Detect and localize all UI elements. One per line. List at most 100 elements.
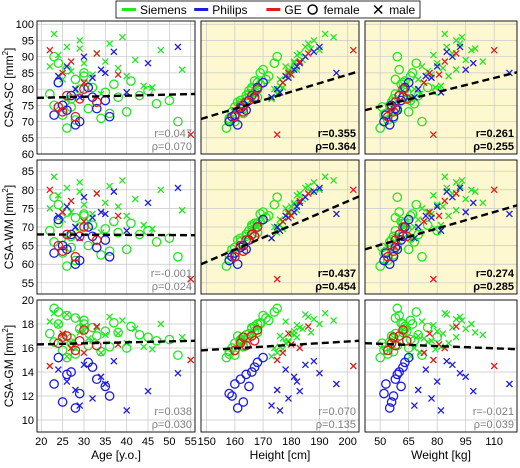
point-female bbox=[244, 381, 254, 392]
point-male bbox=[273, 386, 281, 394]
point-female bbox=[151, 98, 162, 109]
point-male bbox=[452, 333, 460, 341]
point-female bbox=[79, 325, 89, 335]
point-male bbox=[330, 316, 338, 324]
data-points bbox=[365, 173, 517, 283]
point-male bbox=[448, 324, 456, 332]
point-male bbox=[63, 43, 71, 51]
y-tick-label: 60 bbox=[22, 149, 34, 161]
point-male bbox=[469, 387, 477, 395]
point-female bbox=[384, 403, 395, 413]
x-axis-label: Weight [kg] bbox=[411, 448, 471, 462]
point-female bbox=[70, 212, 81, 223]
point-male bbox=[123, 227, 131, 235]
point-male bbox=[50, 30, 58, 38]
point-male bbox=[140, 221, 148, 229]
point-female bbox=[62, 310, 72, 321]
point-male bbox=[97, 66, 105, 74]
point-female bbox=[227, 111, 237, 122]
point-female bbox=[126, 218, 136, 229]
point-male bbox=[46, 204, 54, 212]
point-male bbox=[268, 352, 275, 360]
legend-circle-icon bbox=[307, 4, 318, 15]
point-female bbox=[57, 345, 68, 356]
point-male bbox=[67, 208, 75, 216]
y-tick-label: 85 bbox=[22, 68, 34, 80]
point-male bbox=[80, 201, 88, 209]
point-male bbox=[310, 357, 318, 365]
point-male bbox=[71, 223, 79, 231]
legend-label: male bbox=[389, 3, 415, 17]
point-female bbox=[392, 192, 403, 203]
point-male bbox=[80, 349, 88, 357]
point-female bbox=[62, 105, 72, 116]
point-female bbox=[411, 307, 422, 317]
point-female bbox=[272, 192, 283, 203]
point-male bbox=[420, 217, 428, 225]
x-tick-label: 180 bbox=[282, 436, 300, 448]
y-tick-label: 80 bbox=[22, 84, 34, 96]
point-female bbox=[70, 349, 81, 359]
point-female bbox=[109, 79, 119, 90]
x-tick-label: 170 bbox=[254, 436, 272, 448]
point-male bbox=[270, 85, 278, 93]
point-female bbox=[134, 329, 145, 340]
point-male bbox=[67, 58, 75, 66]
point-female bbox=[241, 340, 251, 351]
point-female bbox=[74, 335, 85, 346]
point-male bbox=[456, 184, 464, 192]
point-female bbox=[91, 374, 102, 385]
point-male bbox=[431, 84, 439, 91]
point-male bbox=[332, 210, 340, 218]
point-female bbox=[224, 388, 235, 399]
point-male bbox=[118, 177, 126, 184]
point-female bbox=[398, 84, 408, 94]
point-male bbox=[46, 318, 54, 326]
point-male bbox=[462, 208, 470, 216]
point-male bbox=[452, 190, 460, 197]
point-male bbox=[441, 58, 449, 66]
y-axis-label-sup: 2 bbox=[1, 50, 10, 55]
point-male bbox=[76, 178, 84, 186]
point-male bbox=[140, 343, 148, 351]
point-female bbox=[79, 68, 89, 78]
point-male bbox=[54, 366, 62, 374]
y-tick-label: 16 bbox=[22, 343, 34, 355]
point-male bbox=[59, 69, 67, 77]
point-male bbox=[479, 199, 487, 207]
point-female bbox=[57, 397, 68, 407]
point-male bbox=[268, 234, 275, 242]
point-male bbox=[63, 310, 71, 318]
y-tick-label: 100 bbox=[16, 19, 34, 31]
point-male bbox=[418, 318, 426, 326]
point-female bbox=[49, 192, 59, 203]
point-female bbox=[70, 111, 81, 122]
data-points bbox=[201, 303, 359, 414]
y-tick-label: 60 bbox=[22, 259, 34, 271]
point-male bbox=[76, 37, 84, 44]
point-female bbox=[62, 244, 72, 255]
point-male bbox=[140, 82, 148, 90]
point-female bbox=[390, 313, 401, 323]
point-female bbox=[49, 110, 59, 120]
point-male bbox=[123, 72, 131, 80]
point-male bbox=[471, 45, 479, 53]
x-tick-label: 65 bbox=[403, 436, 415, 448]
point-female bbox=[230, 116, 240, 127]
point-female bbox=[235, 374, 246, 385]
point-female bbox=[388, 251, 399, 262]
point-male bbox=[59, 208, 67, 216]
point-male bbox=[54, 51, 62, 59]
point-female bbox=[398, 325, 408, 335]
point-female bbox=[238, 397, 249, 407]
y-tick-label: 70 bbox=[22, 117, 34, 129]
point-female bbox=[70, 255, 81, 266]
point-male bbox=[110, 48, 118, 56]
point-male bbox=[443, 188, 451, 196]
point-male bbox=[293, 378, 301, 386]
y-tick-label: 85 bbox=[22, 166, 34, 178]
point-male bbox=[101, 210, 109, 218]
point-female bbox=[252, 357, 263, 368]
point-female bbox=[70, 403, 81, 413]
point-male bbox=[50, 173, 58, 181]
